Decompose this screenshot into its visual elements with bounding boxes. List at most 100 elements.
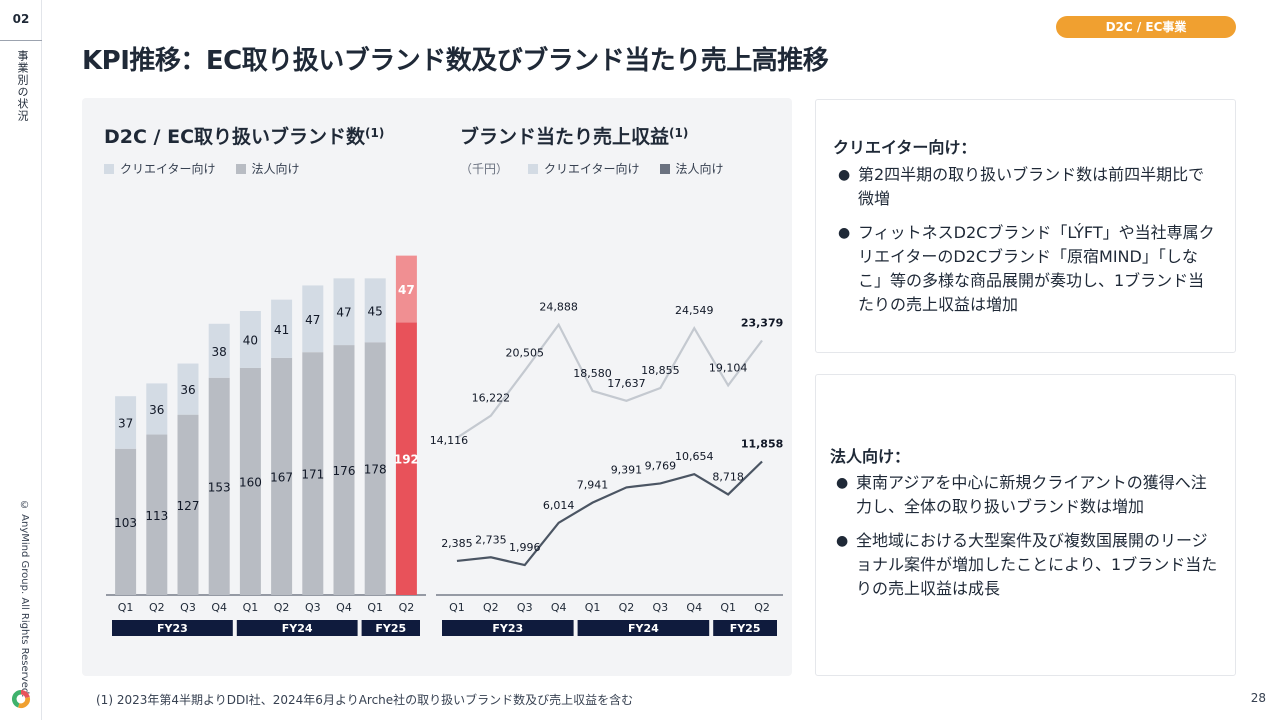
- brand-count-chart-title: D2C / EC取り扱いブランド数(1): [104, 122, 384, 149]
- sidebar: 02 事業別の状況 © AnyMind Group. All Rights Re…: [0, 0, 42, 720]
- line-corporate-data-label: 9,391: [611, 463, 643, 476]
- bar-creator: [333, 278, 355, 346]
- revenue-legend: （千円） クリエイター向け 法人向け: [460, 160, 738, 177]
- bar-corporate: [208, 377, 230, 595]
- line-fiscal-year-band: [713, 620, 777, 636]
- line-series-creator: [456, 322, 763, 439]
- line-creator-data-label: 17,637: [607, 377, 646, 390]
- bar-fiscal-year-band: [361, 620, 420, 636]
- bar-creator-value-label: 41: [274, 323, 289, 337]
- line-creator-data-label: 14,116: [430, 434, 469, 447]
- line-creator-data-label: 23,379: [741, 317, 783, 330]
- bar-tick-label: Q3: [180, 601, 196, 614]
- bar-corporate: [302, 352, 324, 595]
- bar-corporate: [395, 322, 417, 595]
- bar-tick-label: Q2: [274, 601, 290, 614]
- bar-fiscal-year-label: FY25: [375, 622, 406, 635]
- bar-corporate-value-label: 127: [177, 499, 200, 513]
- bar-creator: [271, 299, 293, 358]
- bar-creator-value-label: 36: [149, 403, 164, 417]
- legend-label-creator-line: クリエイター向け: [544, 162, 640, 176]
- bar-creator: [146, 383, 168, 435]
- line-tick-label: Q2: [619, 601, 635, 614]
- bar-tick-label: Q1: [243, 601, 259, 614]
- bar-creator: [302, 285, 324, 353]
- bar-tick-label: Q3: [305, 601, 321, 614]
- revenue-unit-label: （千円）: [460, 162, 509, 176]
- line-corporate-data-label: 2,385: [441, 537, 473, 550]
- line-corporate-data-label: 8,718: [712, 470, 744, 483]
- line-tick-label: Q1: [449, 601, 465, 614]
- revenue-title-note: (1): [669, 126, 689, 140]
- bar-corporate: [271, 357, 293, 595]
- bar-corporate: [146, 434, 168, 595]
- corporate-bullet-list: 東南アジアを中心に新規クライアントの獲得へ注力し、全体の取り扱いブランド数は増加…: [834, 471, 1218, 611]
- legend-label-corporate: 法人向け: [251, 162, 300, 176]
- line-creator-data-label: 24,888: [539, 301, 578, 314]
- legend-swatch-creator-line: [528, 163, 539, 174]
- brand-count-title-note: (1): [365, 126, 385, 140]
- bar-creator: [239, 311, 261, 368]
- corporate-card-heading: 法人向け：: [830, 447, 911, 466]
- bar-corporate-value-label: 113: [145, 509, 168, 523]
- line-tick-label: Q3: [653, 601, 669, 614]
- line-fiscal-year-label: FY24: [628, 622, 659, 635]
- bar-creator-value-label: 38: [212, 345, 227, 359]
- bar-corporate-value-label: 176: [333, 464, 356, 478]
- bar-tick-label: Q1: [118, 601, 134, 614]
- bar-corporate-value-label: 103: [114, 516, 137, 530]
- bar-corporate-value-label: 160: [239, 475, 262, 489]
- bar-corporate: [333, 345, 355, 595]
- line-creator-data-label: 19,104: [709, 361, 748, 374]
- bar-corporate: [364, 342, 386, 595]
- line-tick-label: Q1: [585, 601, 601, 614]
- line-creator-data-label: 16,222: [472, 392, 511, 405]
- bar-corporate: [115, 448, 137, 595]
- line-fiscal-year-label: FY25: [730, 622, 761, 635]
- chart-panel: D2C / EC取り扱いブランド数(1) クリエイター向け 法人向け ブランド当…: [82, 98, 792, 676]
- revenue-title-text: ブランド当たり売上収益: [460, 126, 670, 148]
- bar-tick-label: Q1: [367, 601, 383, 614]
- bar-corporate-value-label: 171: [301, 468, 324, 482]
- category-tag: D2C / EC事業: [1056, 16, 1236, 38]
- legend-swatch-creator: [104, 163, 114, 174]
- corporate-bullet-1: 東南アジアを中心に新規クライアントの獲得へ注力し、全体の取り扱いブランド数は増加: [834, 471, 1218, 519]
- line-creator-data-label: 18,580: [573, 367, 612, 380]
- creator-card-heading: クリエイター向け：: [833, 138, 977, 157]
- line-fiscal-year-label: FY23: [492, 622, 523, 635]
- section-label: 事業別の状況: [16, 50, 29, 122]
- bar-tick-label: Q4: [336, 601, 352, 614]
- legend-swatch-corporate: [235, 163, 246, 174]
- line-creator-data-label: 18,855: [641, 364, 680, 377]
- bar-corporate-value-label: 178: [364, 463, 387, 477]
- line-corporate-data-label: 2,735: [475, 533, 507, 546]
- brand-count-bar-chart: Q1 Q2 Q3 Q4 Q1 Q2 Q3 Q4 Q1 Q2 FY23 FY24 FY25 103 37 113…: [106, 255, 426, 636]
- corporate-bullet-2: 全地域における大型案件及び複数国展開のリージョナル案件が増加したことにより、1ブ…: [834, 529, 1218, 601]
- bar-fiscal-year-band: [112, 620, 233, 636]
- bar-creator-value-label: 47: [305, 313, 320, 327]
- bar-corporate-value-label: 167: [270, 470, 293, 484]
- line-fiscal-year-band: [577, 620, 710, 636]
- bar-creator: [115, 396, 137, 449]
- line-series-corporate: [456, 460, 763, 567]
- line-creator-data-label: 24,549: [675, 304, 714, 317]
- bar-tick-label: Q4: [211, 601, 227, 614]
- legend-label-corporate-line: 法人向け: [675, 162, 724, 176]
- bar-tick-label: Q2: [399, 601, 415, 614]
- page-title: KPI推移：EC取り扱いブランド数及びブランド当たり売上高推移: [82, 46, 829, 76]
- bar-creator-value-label: 40: [243, 333, 258, 347]
- legend-swatch-corporate-line: [659, 163, 670, 174]
- line-corporate-data-label: 9,769: [645, 459, 677, 472]
- line-tick-label: Q3: [517, 601, 533, 614]
- bar-fiscal-year-label: FY24: [282, 622, 313, 635]
- section-number: 02: [12, 12, 30, 26]
- bar-creator: [364, 278, 386, 343]
- creator-bullet-1: 第2四半期の取り扱いブランド数は前四半期比で微増: [836, 163, 1216, 211]
- company-logo-icon: [11, 689, 31, 709]
- bar-tick-label: Q2: [149, 601, 165, 614]
- bar-creator-value-label: 47: [398, 283, 415, 297]
- line-corporate-data-label: 7,941: [577, 479, 609, 492]
- line-corporate-data-label: 11,858: [741, 437, 783, 450]
- copyright-text: © AnyMind Group. All Rights Reserved.: [19, 500, 30, 698]
- bar-creator: [177, 363, 199, 415]
